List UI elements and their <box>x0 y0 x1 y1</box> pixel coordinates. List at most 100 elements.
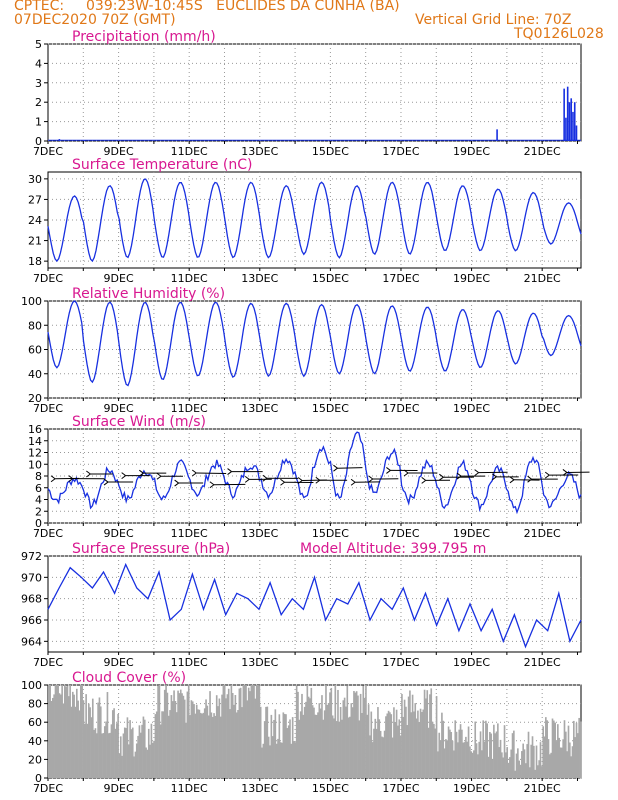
wind-arrow-head <box>227 471 232 475</box>
cloud-bar <box>450 732 453 778</box>
cloud-bar <box>341 719 343 778</box>
cloud-bar <box>425 698 427 778</box>
cloud-bar <box>306 685 309 778</box>
y-tick-label: 40 <box>28 368 42 381</box>
cloud-bar <box>113 708 115 778</box>
cloud-bar <box>523 749 526 778</box>
cloud-bar <box>103 726 106 778</box>
header-code: TQ0126L028 <box>514 26 604 42</box>
cloud-bar <box>143 719 146 778</box>
precip-bar <box>58 139 61 141</box>
y-tick-label: 100 <box>21 679 42 692</box>
cloud-bar <box>225 698 227 778</box>
x-tick-label: 19DEC <box>453 656 490 669</box>
wind-arrow-head <box>421 476 426 481</box>
wind-arrow-head <box>227 468 232 472</box>
cloud-bar <box>191 701 194 778</box>
cloud-bar <box>226 694 229 778</box>
wind-arrow-head <box>262 474 268 479</box>
cloud-bar <box>215 695 218 778</box>
wind-arrow-head <box>439 476 444 481</box>
cloud-bar <box>569 742 571 778</box>
cloud-bar <box>374 718 377 778</box>
cloud-bar <box>433 723 435 778</box>
cloud-bar <box>54 685 57 778</box>
cloud-bar <box>126 717 129 778</box>
cloud-bar <box>350 703 353 778</box>
cloud-bar <box>566 751 568 778</box>
cloud-bar <box>134 751 137 778</box>
cloud-bar <box>370 711 373 778</box>
x-tick-label: 7DEC <box>33 527 63 540</box>
cloud-bar <box>97 702 99 778</box>
cloud-bar <box>125 728 127 778</box>
x-tick-label: 7DEC <box>33 782 63 795</box>
cloud-bar <box>443 748 446 778</box>
cloud-bar <box>295 685 298 778</box>
cloud-bar <box>211 716 214 778</box>
cloud-bar <box>245 685 247 778</box>
x-tick-label: 11DEC <box>171 656 208 669</box>
x-tick-label: 19DEC <box>453 272 490 285</box>
cloud-bar <box>287 725 290 778</box>
cloud-bar <box>442 720 445 778</box>
cloud-bar <box>289 719 291 778</box>
cloud-bar <box>231 692 234 778</box>
header-location: 039:23W-10:45S EUCLIDES DA CUNHA (BA) <box>86 0 400 14</box>
cloud-bar <box>314 714 317 778</box>
panel-title: Surface Pressure (hPa) <box>72 541 230 557</box>
cloud-bar <box>239 687 242 778</box>
cloud-bar <box>327 702 330 778</box>
wind-arrow-head <box>262 477 268 482</box>
x-tick-label: 11DEC <box>171 527 208 540</box>
cloud-bar <box>57 685 59 778</box>
cloud-bar <box>358 720 361 778</box>
cloud-bar <box>375 728 378 778</box>
cloud-bar <box>455 731 458 778</box>
cloud-bar <box>479 731 482 778</box>
y-tick-label: 10 <box>28 458 42 471</box>
wind-arrow-head <box>50 478 56 483</box>
cloud-bar <box>167 715 170 778</box>
cloud-bar <box>183 699 186 778</box>
cloud-bar <box>93 729 95 778</box>
pressure-line <box>47 562 582 649</box>
wind-arrow-head <box>103 478 109 483</box>
cloud-bar <box>129 720 131 778</box>
y-tick-label: 964 <box>21 635 42 648</box>
cloud-bar <box>454 720 457 778</box>
cloud-bar <box>217 706 219 778</box>
cloud-bar <box>273 719 275 778</box>
cloud-bar <box>71 691 74 778</box>
cloud-bar <box>206 705 209 778</box>
cloud-bar <box>51 697 54 778</box>
cloud-bar <box>377 707 379 778</box>
x-tick-label: 7DEC <box>33 402 63 415</box>
wind-arrow-head <box>527 475 532 480</box>
wind-arrow-head <box>121 472 126 477</box>
y-tick-label: 27 <box>28 193 42 206</box>
wind-arrow-head <box>509 479 515 484</box>
cloud-bar <box>222 685 225 778</box>
cloud-bar <box>193 704 195 778</box>
cloud-bar <box>335 721 338 778</box>
cloud-bar <box>385 716 387 778</box>
cloud-bar <box>330 687 333 778</box>
cloud-bar <box>546 720 548 778</box>
cloud-bar <box>214 715 217 778</box>
cloud-bar <box>49 685 51 778</box>
cloud-bar <box>149 744 151 778</box>
cloud-bar <box>510 749 513 778</box>
cloud-bar <box>135 743 138 778</box>
cloud-bar <box>142 716 145 778</box>
cloud-bar <box>483 741 486 778</box>
cloud-bar <box>365 685 367 778</box>
cloud-bar <box>371 742 374 778</box>
cloud-bar <box>313 707 315 778</box>
cloud-bar <box>346 685 349 778</box>
cloud-bar <box>77 700 79 778</box>
precip-bar <box>566 86 569 141</box>
cloud-bar <box>390 714 393 778</box>
wind-arrow-head <box>403 469 409 474</box>
cloud-bar <box>114 728 117 778</box>
